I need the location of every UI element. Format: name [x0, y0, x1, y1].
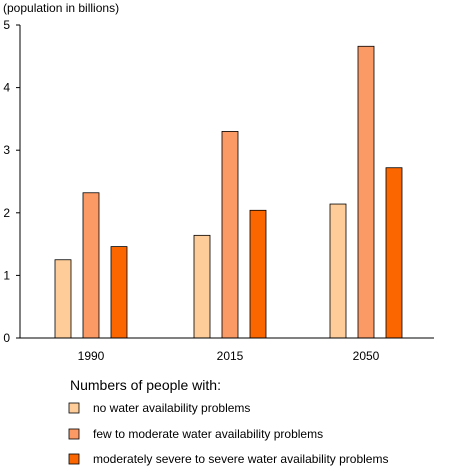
legend-entry: moderately severe to severe water availa…	[93, 452, 388, 466]
bars	[54, 45, 403, 339]
legend-swatch	[68, 453, 80, 465]
legend-entry: no water availability problems	[93, 401, 250, 415]
y-tick-label: 4	[3, 81, 10, 95]
x-tick-label: 2015	[217, 349, 244, 363]
y-tick-label: 5	[3, 18, 10, 32]
bar-1990-series-3	[110, 246, 128, 339]
y-tick-label: 1	[3, 268, 10, 282]
y-tick-label: 3	[3, 143, 10, 157]
x-axis: 1990 2015 2050	[20, 337, 434, 363]
bar-2015-series-1	[193, 234, 211, 339]
bar-2050-series-1	[329, 203, 347, 339]
x-tick-label: 1990	[78, 349, 105, 363]
x-tick-label: 2050	[353, 349, 380, 363]
bar-1990-series-2	[82, 192, 100, 339]
legend-swatch	[68, 428, 80, 440]
bar-2050-series-3	[385, 167, 403, 339]
bar-2015-series-2	[221, 131, 239, 339]
legend: no water availability problems few to mod…	[68, 401, 388, 466]
y-axis-label: (population in billions)	[3, 1, 119, 15]
y-tick-label: 0	[3, 331, 10, 345]
legend-title: Numbers of people with:	[70, 377, 221, 393]
legend-entry: few to moderate water availability probl…	[93, 427, 323, 441]
bar-2050-series-2	[357, 45, 375, 339]
bar-1990-series-1	[54, 259, 72, 339]
y-axis: 0 1 2 3 4 5	[3, 18, 21, 345]
legend-swatch	[68, 402, 80, 414]
y-tick-label: 2	[3, 206, 10, 220]
bar-2015-series-3	[249, 209, 267, 339]
